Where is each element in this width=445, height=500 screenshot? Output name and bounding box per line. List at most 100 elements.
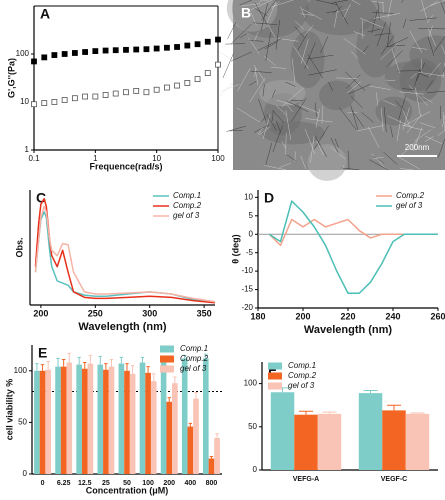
texture-blob xyxy=(384,61,437,92)
bar xyxy=(129,373,136,474)
bar xyxy=(382,410,406,470)
error-bar xyxy=(40,364,45,371)
fiber xyxy=(259,0,262,3)
fiber xyxy=(279,163,291,168)
fiber xyxy=(249,77,266,103)
y-axis-label: Obs. xyxy=(14,237,24,257)
fiber xyxy=(222,53,234,78)
data-point xyxy=(164,44,170,51)
error-bar xyxy=(46,361,50,370)
error-bar xyxy=(56,357,60,367)
y-axis-label: G',G''(Pa) xyxy=(6,58,16,98)
fiber xyxy=(316,0,338,6)
fiber xyxy=(376,22,386,47)
x-tick-label: 250 xyxy=(88,308,103,318)
panel-label: A xyxy=(40,6,50,22)
fiber xyxy=(344,71,366,91)
x-tick-label: 100 xyxy=(211,154,225,163)
y-tick-label: -10 xyxy=(241,266,253,275)
legend-label: Comp.1 xyxy=(173,191,201,200)
data-line xyxy=(34,211,216,303)
fiber xyxy=(427,28,436,47)
y-tick-label: 10 xyxy=(20,97,29,106)
fiber xyxy=(362,45,369,54)
error-bar xyxy=(104,363,108,370)
y-tick-label: 100 xyxy=(16,49,30,58)
texture-blob xyxy=(319,80,355,111)
data-point xyxy=(204,70,211,77)
fiber xyxy=(307,54,334,60)
fiber xyxy=(268,25,276,38)
fiber xyxy=(430,0,445,6)
fiber xyxy=(285,132,287,155)
legend-label: Comp.2 xyxy=(288,371,317,380)
fiber xyxy=(387,115,413,128)
panel-label: D xyxy=(264,190,274,206)
fiber xyxy=(237,67,251,92)
fiber xyxy=(219,81,234,97)
panel-label: B xyxy=(241,5,251,21)
data-line xyxy=(268,200,438,294)
fiber xyxy=(380,42,399,60)
fiber xyxy=(410,73,417,80)
fiber xyxy=(334,8,338,28)
fiber xyxy=(399,168,414,171)
bar xyxy=(103,369,109,474)
fiber xyxy=(257,127,263,135)
bar xyxy=(39,370,46,474)
fiber xyxy=(254,2,268,25)
fiber xyxy=(421,0,428,20)
fiber xyxy=(236,107,262,124)
data-point xyxy=(71,95,78,102)
fiber xyxy=(343,37,366,55)
fiber xyxy=(335,1,349,25)
error-bar xyxy=(35,363,39,371)
fiber xyxy=(258,98,266,121)
fiber xyxy=(420,1,438,12)
fiber xyxy=(399,91,425,95)
fiber xyxy=(271,1,280,10)
panel: 200 250 300 350 Wavelength (nm) Obs. C Comp.1Co… xyxy=(14,190,216,333)
y-axis-label: cell viability % xyxy=(4,379,14,441)
legend-swatch xyxy=(160,345,174,353)
error-bar xyxy=(98,355,102,365)
data-point xyxy=(194,76,201,82)
legend-label: Comp.2 xyxy=(396,191,425,200)
data-point xyxy=(82,93,88,100)
data-point xyxy=(51,52,58,58)
x-tick-label: 25 xyxy=(102,480,110,487)
bar xyxy=(124,370,130,474)
fiber xyxy=(426,15,434,24)
fiber xyxy=(275,20,280,50)
fiber xyxy=(313,125,329,150)
fiber xyxy=(334,138,339,148)
fiber xyxy=(350,96,363,109)
data-point xyxy=(194,41,201,48)
fiber xyxy=(434,36,445,52)
data-point xyxy=(51,99,58,105)
data-point xyxy=(102,92,109,98)
data-point xyxy=(143,89,150,96)
fiber xyxy=(336,77,358,79)
fiber xyxy=(437,130,445,136)
legend-label: gel of 3 xyxy=(173,211,200,220)
fiber xyxy=(314,134,327,157)
legend-label: gel of 3 xyxy=(396,201,423,210)
fiber xyxy=(391,49,400,73)
fiber xyxy=(373,157,384,159)
fiber xyxy=(339,107,357,130)
data-point xyxy=(184,79,191,86)
legend-label: gel of 3 xyxy=(288,381,315,390)
fiber xyxy=(262,84,265,97)
fiber xyxy=(402,18,407,28)
fiber xyxy=(271,89,276,98)
data-point xyxy=(153,86,160,93)
bar xyxy=(81,368,88,474)
fiber xyxy=(414,129,432,142)
y-tick-label: 100 xyxy=(14,366,28,375)
bar xyxy=(166,401,173,474)
data-line xyxy=(34,205,216,303)
texture-blob xyxy=(375,96,413,126)
error-bar xyxy=(173,376,177,384)
bar xyxy=(214,437,220,474)
